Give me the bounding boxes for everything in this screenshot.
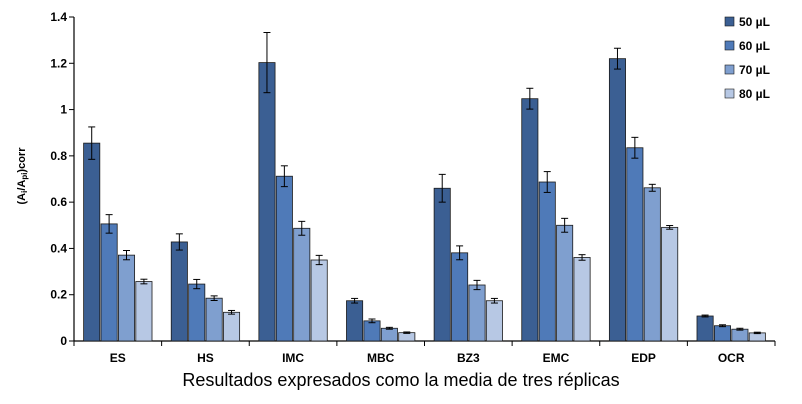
bar — [188, 283, 206, 342]
x-tick-label: IMC — [282, 351, 304, 365]
bar — [135, 281, 153, 342]
chart-caption: Resultados expresados como la media de t… — [182, 370, 619, 390]
legend-swatch — [724, 88, 735, 99]
bar — [573, 257, 591, 342]
bar — [661, 226, 679, 342]
y-tick-label: 1.4 — [50, 10, 67, 24]
bar — [643, 187, 661, 342]
x-tick-label: EMC — [543, 351, 570, 365]
y-tick-label: 0.2 — [50, 288, 67, 302]
x-tick-label: OCR — [718, 351, 745, 365]
bar — [380, 327, 398, 342]
bar — [170, 241, 188, 342]
y-tick-label: 1.2 — [50, 56, 67, 70]
bar — [731, 328, 749, 342]
bar — [398, 332, 416, 342]
bar — [223, 311, 241, 342]
legend-swatch — [724, 64, 735, 75]
bar — [83, 142, 101, 342]
legend-label: 60 µL — [739, 39, 770, 53]
y-tick-label: 0 — [60, 334, 67, 348]
legend-label: 70 µL — [739, 63, 770, 77]
bar — [713, 325, 731, 342]
bar — [748, 332, 766, 342]
y-tick-label: 0.4 — [50, 241, 67, 255]
y-tick-label: 0.8 — [50, 149, 67, 163]
x-tick-label: MBC — [367, 351, 395, 365]
bar — [310, 259, 328, 342]
x-tick-label: ES — [110, 351, 126, 365]
y-tick-label: 1 — [60, 103, 67, 117]
bar — [485, 300, 503, 342]
bar — [538, 181, 556, 342]
bar — [626, 147, 644, 342]
bar — [275, 175, 293, 342]
bar — [205, 297, 223, 342]
bar — [556, 224, 574, 342]
legend-swatch — [724, 40, 735, 51]
bar — [696, 315, 714, 342]
y-axis-label: (Ai/Api)corr — [16, 147, 29, 205]
legend-swatch — [724, 16, 735, 27]
bar — [468, 284, 486, 342]
x-tick-label: HS — [197, 351, 214, 365]
legend-label: 50 µL — [739, 15, 770, 29]
bar — [521, 98, 539, 342]
x-tick-label: BZ3 — [457, 351, 480, 365]
plot-area: 0 0.2 0.4 0.6 0.8 1 1.2 1.4 ES HS IMC MBC BZ3 EMC EDP O… — [50, 10, 776, 365]
bar — [608, 58, 626, 342]
bar — [258, 62, 276, 342]
bar — [118, 254, 136, 342]
x-tick-label: EDP — [631, 351, 656, 365]
y-tick-label: 0.6 — [50, 195, 67, 209]
legend-label: 80 µL — [739, 87, 770, 101]
bar — [433, 187, 451, 342]
bar — [363, 320, 381, 342]
bar — [293, 227, 311, 342]
bar — [346, 300, 364, 342]
bar — [100, 223, 118, 342]
bar — [451, 252, 469, 342]
legend: 50 µL 60 µL 70 µL 80 µL — [724, 15, 770, 101]
